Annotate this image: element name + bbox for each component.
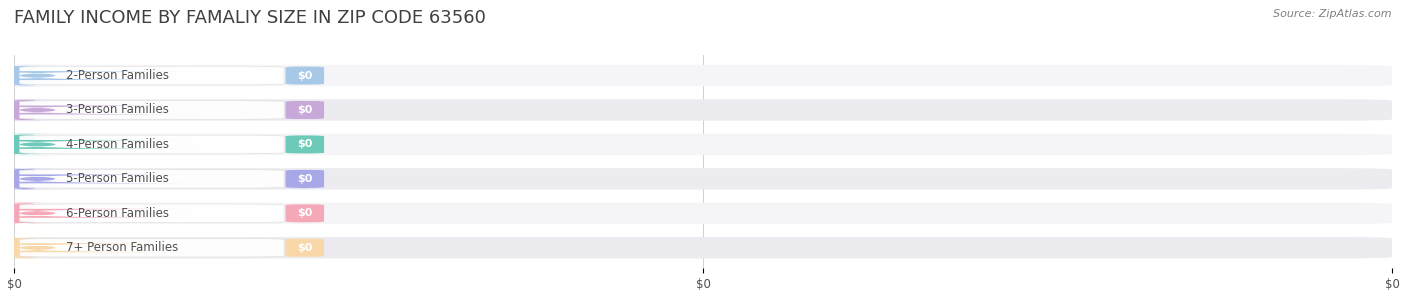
FancyBboxPatch shape [20,101,284,119]
FancyBboxPatch shape [14,65,1392,86]
FancyBboxPatch shape [0,168,69,189]
Text: 5-Person Families: 5-Person Families [66,172,169,185]
FancyBboxPatch shape [283,135,326,154]
FancyBboxPatch shape [0,203,69,224]
Text: Source: ZipAtlas.com: Source: ZipAtlas.com [1274,9,1392,19]
Text: 6-Person Families: 6-Person Families [66,207,169,220]
FancyBboxPatch shape [20,135,284,154]
FancyBboxPatch shape [0,106,198,114]
FancyBboxPatch shape [0,237,69,258]
FancyBboxPatch shape [20,66,284,85]
FancyBboxPatch shape [20,239,284,257]
Text: $0: $0 [297,208,312,218]
FancyBboxPatch shape [0,99,69,121]
Text: 3-Person Families: 3-Person Families [66,103,169,117]
FancyBboxPatch shape [0,71,198,80]
FancyBboxPatch shape [0,140,198,149]
Text: 4-Person Families: 4-Person Families [66,138,169,151]
FancyBboxPatch shape [0,65,69,86]
FancyBboxPatch shape [283,101,326,119]
FancyBboxPatch shape [0,174,198,183]
FancyBboxPatch shape [20,204,284,223]
FancyBboxPatch shape [14,237,1392,258]
FancyBboxPatch shape [283,204,326,223]
FancyBboxPatch shape [0,209,198,218]
Text: 2-Person Families: 2-Person Families [66,69,169,82]
Text: $0: $0 [297,105,312,115]
Text: $0: $0 [297,243,312,253]
FancyBboxPatch shape [14,99,1392,121]
FancyBboxPatch shape [14,134,1392,155]
FancyBboxPatch shape [283,170,326,188]
FancyBboxPatch shape [14,168,1392,189]
FancyBboxPatch shape [0,134,69,155]
Text: $0: $0 [297,139,312,149]
Text: FAMILY INCOME BY FAMALIY SIZE IN ZIP CODE 63560: FAMILY INCOME BY FAMALIY SIZE IN ZIP COD… [14,9,486,27]
FancyBboxPatch shape [283,239,326,257]
Text: 7+ Person Families: 7+ Person Families [66,241,179,254]
Text: $0: $0 [297,174,312,184]
FancyBboxPatch shape [14,203,1392,224]
FancyBboxPatch shape [283,66,326,85]
FancyBboxPatch shape [0,243,198,252]
Text: $0: $0 [297,70,312,81]
FancyBboxPatch shape [20,170,284,188]
